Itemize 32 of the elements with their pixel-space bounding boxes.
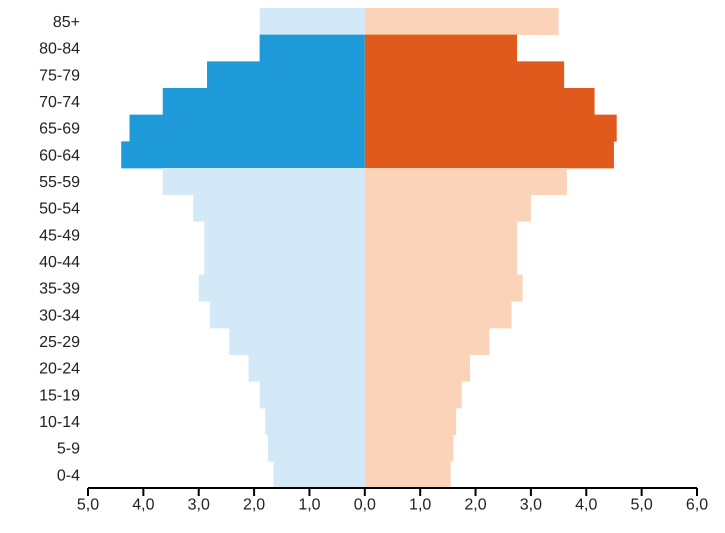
y-tick-label: 10-14: [39, 414, 80, 432]
bar: [364, 8, 559, 35]
x-tick-label: 3,0: [520, 496, 542, 514]
y-tick-label: 60-64: [39, 147, 80, 164]
x-tick-label: 1,0: [409, 496, 432, 514]
y-tick-label: 20-24: [39, 360, 80, 378]
x-tick-label: 1,0: [298, 496, 321, 514]
y-tick-label: 85+: [52, 14, 80, 32]
y-tick-label: 40-44: [39, 254, 80, 272]
x-tick-label: 2,0: [464, 496, 487, 514]
y-tick-label: 5-9: [56, 440, 80, 458]
x-tick-label: 5,0: [76, 496, 100, 514]
y-tick-label: 50-54: [39, 200, 80, 218]
x-tick-label: 4,0: [575, 496, 598, 514]
y-tick-label: 25-29: [39, 334, 80, 352]
y-tick-label: 75-79: [39, 67, 80, 84]
bar: [260, 8, 365, 35]
x-tick-label: 2,0: [242, 496, 266, 514]
x-tick-label: 4,0: [132, 496, 155, 514]
y-tick-label: 65-69: [39, 120, 80, 138]
y-tick-label: 35-39: [39, 280, 80, 298]
y-tick-label: 15-19: [39, 387, 80, 404]
x-tick-label: 3,0: [188, 496, 210, 514]
x-tick-label: 6,0: [686, 496, 708, 514]
y-tick-label: 80-84: [39, 40, 80, 58]
y-tick-label: 55-59: [39, 174, 80, 192]
y-tick-label: 45-49: [39, 227, 80, 244]
y-tick-label: 30-34: [39, 307, 80, 324]
x-tick-label: 5,0: [630, 496, 653, 514]
x-tick-label: 0,0: [354, 496, 376, 514]
y-tick-label: 0-4: [56, 467, 80, 484]
y-tick-label: 70-74: [39, 94, 80, 112]
